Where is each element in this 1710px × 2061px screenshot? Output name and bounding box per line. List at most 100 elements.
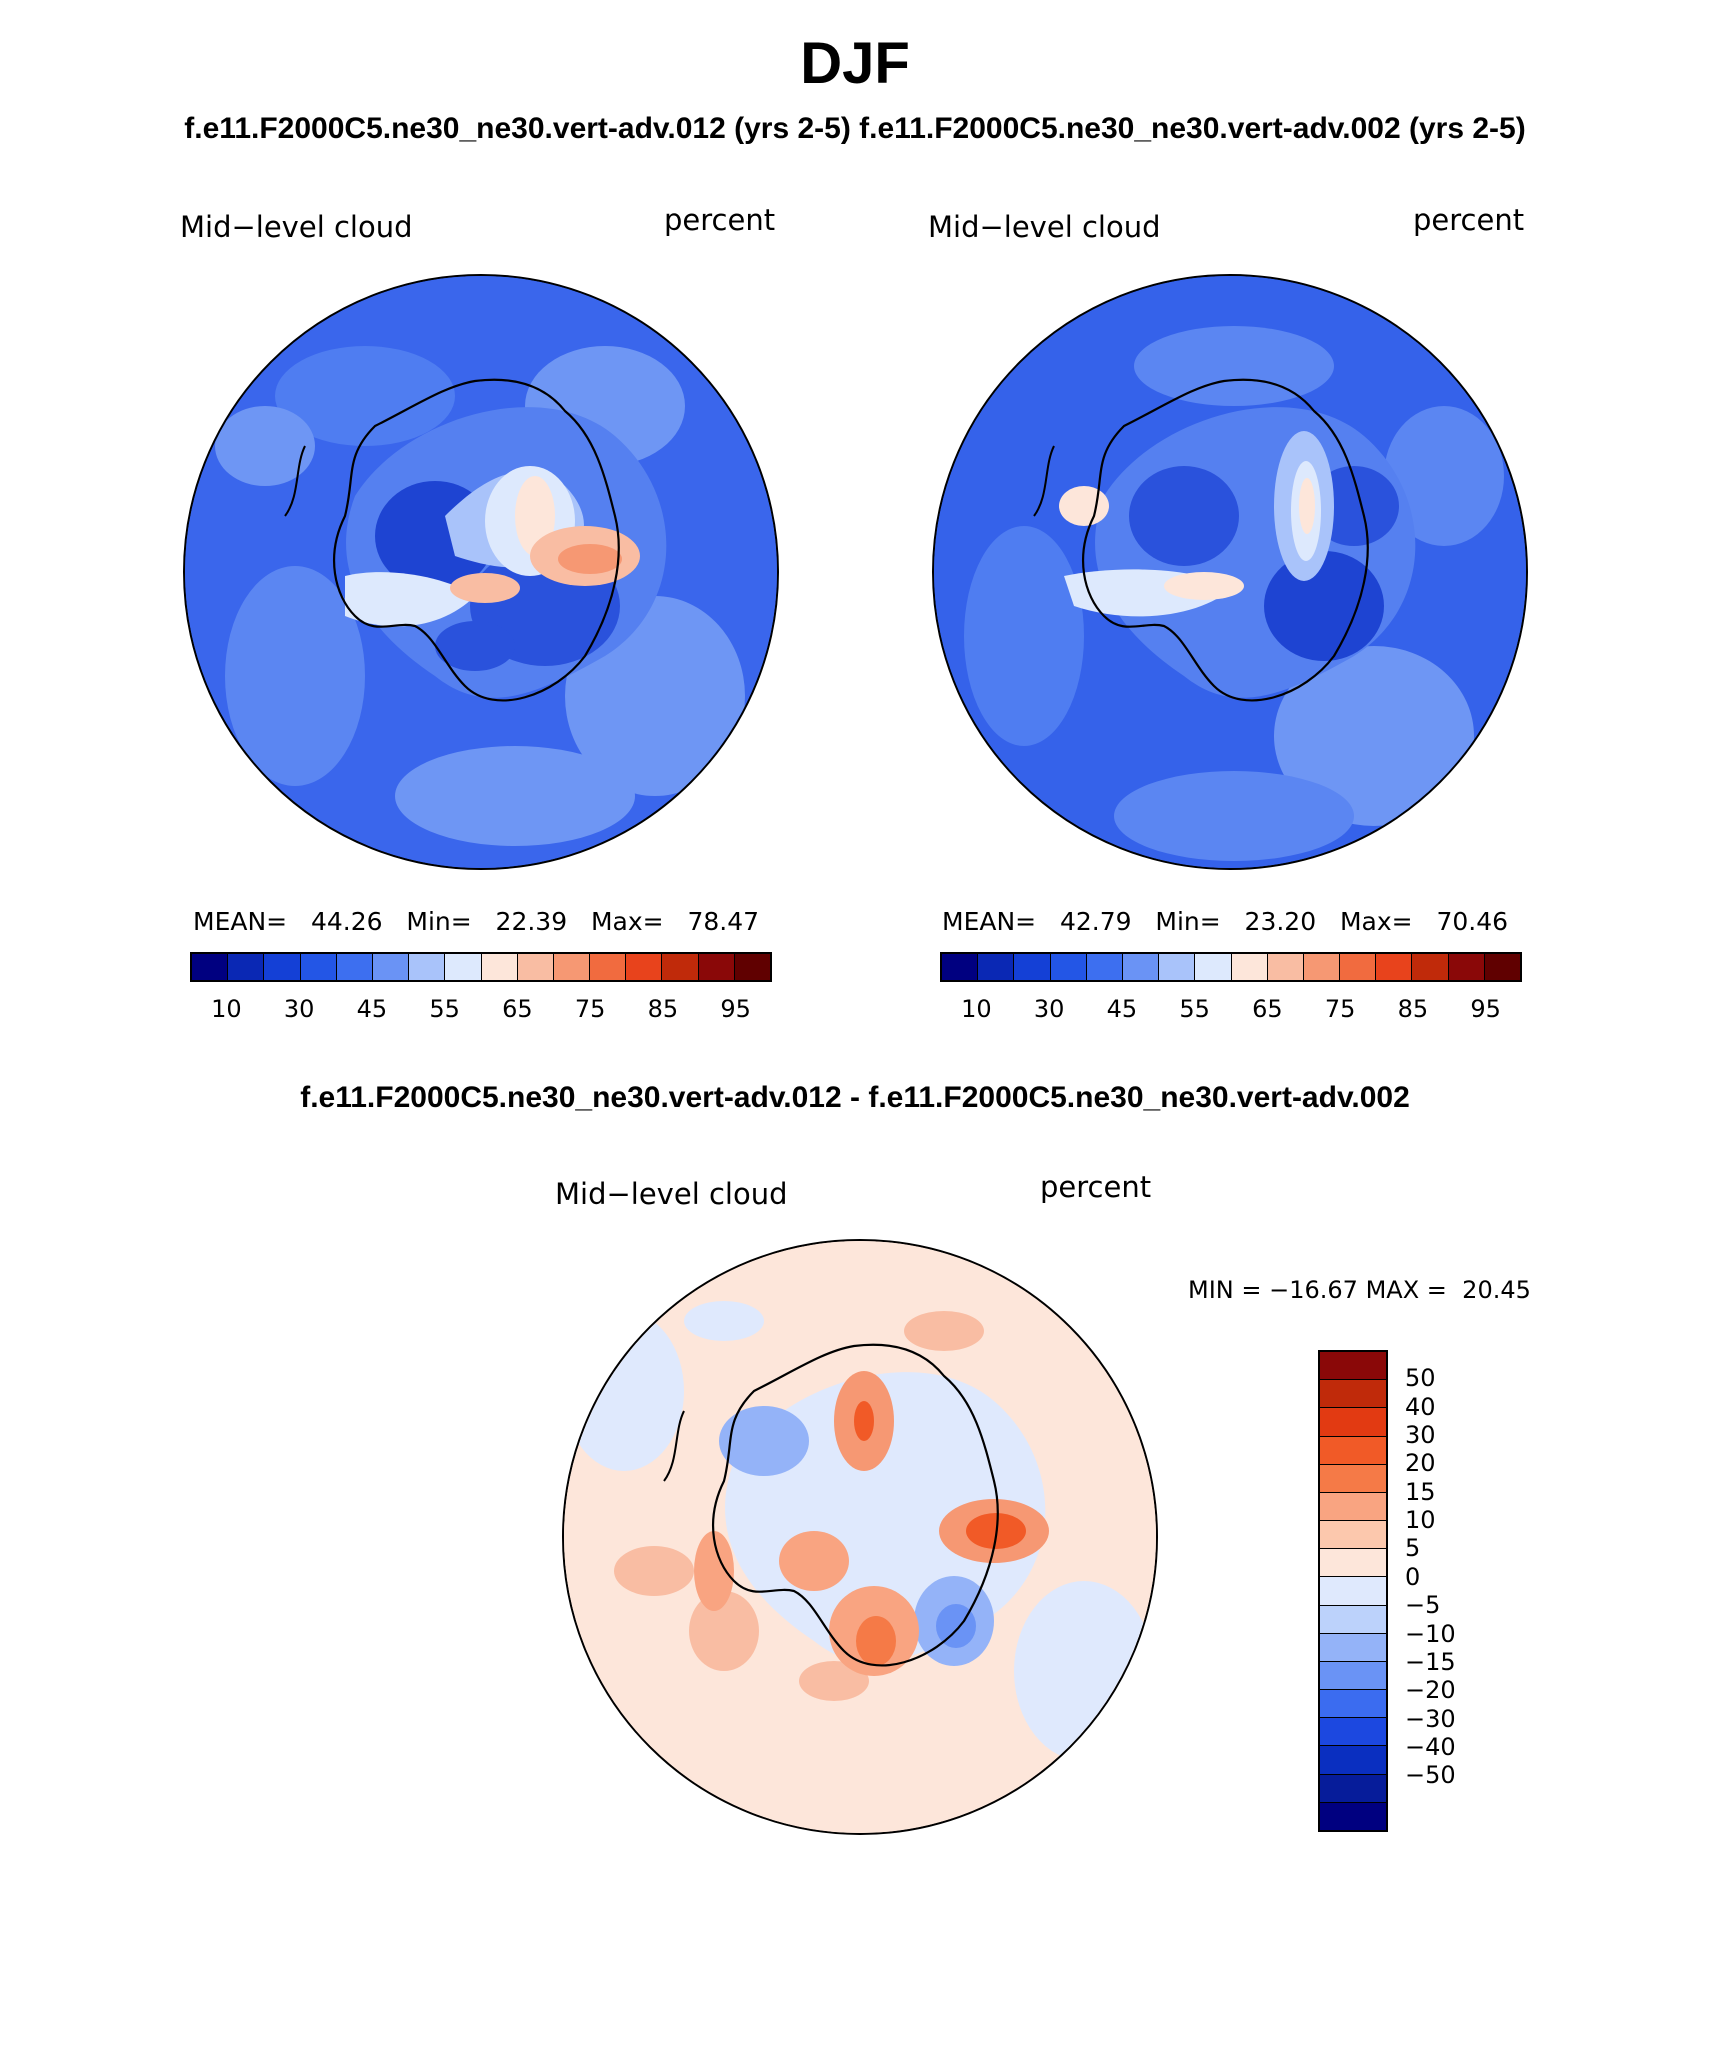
diff-colorbar-swatch: [1320, 1492, 1386, 1522]
colorbar-swatch: [192, 954, 229, 980]
colorbar-tick-label: 55: [429, 995, 460, 1023]
colorbar-swatch: [1412, 954, 1449, 980]
diff-colorbar-swatch: [1320, 1605, 1386, 1634]
diff-colorbar-tick-label: −15: [1405, 1647, 1456, 1676]
diff-colorbar-swatch: [1320, 1408, 1386, 1437]
diff-colorbar-swatch: [1320, 1661, 1386, 1691]
panel2-stats: MEAN= 42.79 Min= 23.20 Max= 70.46: [942, 907, 1508, 936]
top-subtitle: f.e11.F2000C5.ne30_ne30.vert-adv.012 (yr…: [0, 112, 1710, 146]
subtitle-left-case: f.e11.F2000C5.ne30_ne30.vert-adv.012 (yr…: [184, 112, 851, 145]
colorbar-tick-label: 10: [211, 995, 242, 1023]
panel1-min-value: 22.39: [495, 907, 568, 936]
colorbar-swatch: [590, 954, 627, 980]
diff-min-label: MIN =: [1188, 1276, 1262, 1304]
panel2-units-label: percent: [1413, 203, 1525, 237]
diff-units-label: percent: [1040, 1170, 1152, 1204]
colorbar-swatch: [1267, 954, 1304, 980]
colorbar-swatch: [372, 954, 410, 980]
panel2-colorbar-ticks: 10 30 45 55 65 75 85 95: [940, 995, 1522, 1025]
colorbar-tick-label: 65: [502, 995, 533, 1023]
colorbar-swatch: [1122, 954, 1160, 980]
page-title: DJF: [800, 31, 910, 96]
diff-colorbar-swatch: [1320, 1464, 1386, 1493]
panel2-max-label: Max=: [1339, 907, 1413, 936]
diff-colorbar-swatch: [1320, 1690, 1386, 1719]
colorbar-tick-label: 65: [1252, 995, 1283, 1023]
panel1-max-label: Max=: [590, 907, 664, 936]
diff-colorbar-tick-label: −10: [1405, 1619, 1456, 1648]
colorbar-swatch: [978, 954, 1015, 980]
panel2-colorbar: [940, 952, 1522, 982]
diff-colorbar-tick-label: 5: [1405, 1534, 1421, 1563]
diff-colorbar-swatch: [1320, 1549, 1386, 1578]
panel1-mean-value: 44.26: [310, 907, 383, 936]
diff-max-value: 20.45: [1462, 1276, 1531, 1304]
diff-colorbar-tick-label: 20: [1405, 1449, 1436, 1478]
colorbar-swatch: [626, 954, 663, 980]
diff-colorbar-tick-label: −30: [1405, 1704, 1456, 1733]
diff-colorbar-swatch: [1320, 1802, 1386, 1830]
diff-colorbar-tick-label: 0: [1405, 1562, 1421, 1591]
diff-variable-label: Mid−level cloud: [555, 1177, 788, 1211]
panel1-colorbar: [190, 952, 772, 982]
colorbar-swatch: [517, 954, 554, 980]
diff-colorbar-tick-label: 15: [1405, 1477, 1436, 1506]
colorbar-swatch: [662, 954, 699, 980]
colorbar-swatch: [1340, 954, 1377, 980]
diff-min-value: −16.67: [1269, 1276, 1358, 1304]
panel1-variable-label: Mid−level cloud: [180, 210, 413, 244]
colorbar-tick-label: 45: [1106, 995, 1138, 1023]
panel2-min-label: Min=: [1155, 907, 1221, 936]
colorbar-tick-label: 85: [647, 995, 679, 1023]
diff-colorbar-ticks: 50 40 30 20 15 10 5 0 −5 −10 −15 −20 −30 −40 −50: [1405, 1350, 1505, 1832]
diff-colorbar-tick-label: 50: [1405, 1364, 1436, 1393]
panel1-min-label: Min=: [406, 907, 472, 936]
panel2-mean-label: MEAN=: [942, 907, 1037, 936]
colorbar-tick-label: 30: [1033, 995, 1065, 1023]
colorbar-swatch: [228, 954, 265, 980]
colorbar-swatch: [698, 954, 735, 980]
diff-colorbar-tick-label: −50: [1405, 1761, 1456, 1790]
diff-colorbar-swatch: [1320, 1633, 1386, 1662]
diff-colorbar-tick-label: 40: [1405, 1392, 1436, 1421]
colorbar-swatch: [734, 954, 770, 980]
diff-colorbar-swatch: [1320, 1521, 1386, 1550]
colorbar-swatch: [1086, 954, 1123, 980]
panel2-map-field: [934, 276, 1526, 868]
colorbar-tick-label: 95: [720, 995, 751, 1023]
panel1-map-field: [185, 276, 777, 868]
diff-max-label: MAX =: [1365, 1276, 1447, 1304]
colorbar-tick-label: 55: [1179, 995, 1210, 1023]
colorbar-swatch: [336, 954, 373, 980]
colorbar-swatch: [553, 954, 591, 980]
diff-colorbar-swatch: [1320, 1746, 1386, 1775]
diff-colorbar-tick-label: −40: [1405, 1732, 1456, 1761]
panel2-mean-value: 42.79: [1059, 907, 1132, 936]
diff-colorbar-swatch: [1320, 1774, 1386, 1803]
colorbar-swatch: [1303, 954, 1341, 980]
colorbar-swatch: [409, 954, 446, 980]
colorbar-swatch: [1159, 954, 1196, 980]
colorbar-swatch: [1195, 954, 1232, 980]
diff-colorbar-tick-label: −20: [1405, 1676, 1456, 1705]
colorbar-swatch: [300, 954, 337, 980]
panel1-units-label: percent: [664, 203, 776, 237]
diff-colorbar-swatch: [1320, 1352, 1386, 1381]
subtitle-right-case: f.e11.F2000C5.ne30_ne30.vert-adv.002 (yr…: [859, 112, 1526, 145]
colorbar-tick-label: 75: [1324, 995, 1356, 1023]
panel2-min-value: 23.20: [1244, 907, 1317, 936]
panel1-colorbar-ticks: 10 30 45 55 65 75 85 95: [190, 995, 772, 1025]
colorbar-swatch: [1484, 954, 1520, 980]
colorbar-swatch: [445, 954, 482, 980]
colorbar-tick-label: 10: [961, 995, 992, 1023]
colorbar-tick-label: 85: [1397, 995, 1429, 1023]
diff-colorbar-swatch: [1320, 1718, 1386, 1747]
colorbar-swatch: [481, 954, 518, 980]
panel1-max-value: 78.47: [687, 907, 760, 936]
diff-colorbar-swatch: [1320, 1380, 1386, 1409]
panel1-mean-label: MEAN=: [193, 907, 288, 936]
colorbar-swatch: [264, 954, 301, 980]
diff-stats: MIN = −16.67 MAX = 20.45: [1188, 1276, 1531, 1304]
diff-colorbar-tick-label: 30: [1405, 1421, 1436, 1450]
panel2-variable-label: Mid−level cloud: [928, 210, 1161, 244]
